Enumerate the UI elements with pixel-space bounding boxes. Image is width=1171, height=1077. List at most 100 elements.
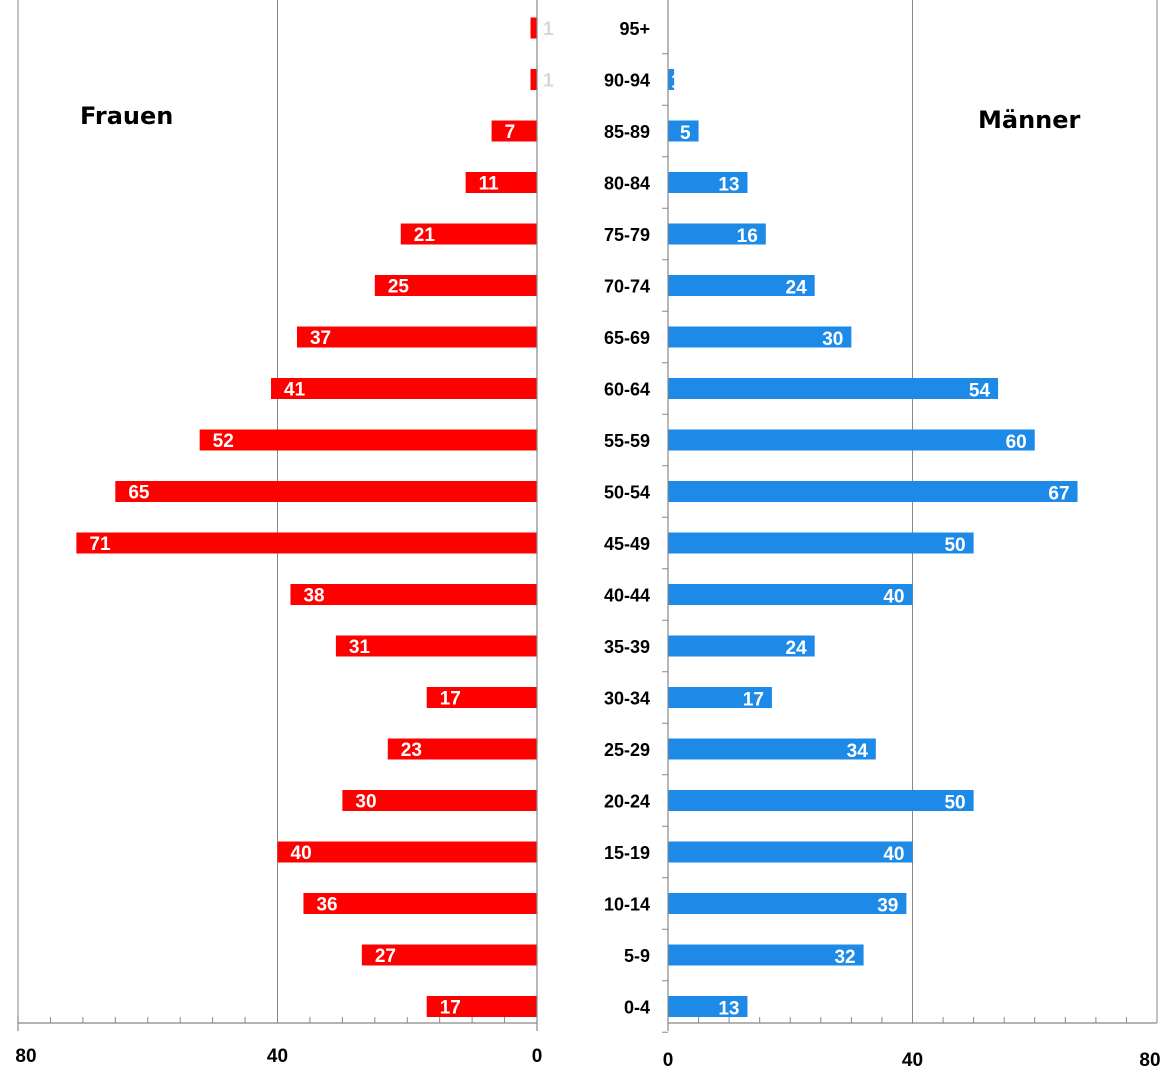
value-label-frauen-65-69: 37 bbox=[310, 328, 331, 349]
bar-maenner-40-44 bbox=[668, 584, 913, 605]
value-label-maenner-10-14: 39 bbox=[877, 896, 898, 917]
category-label-60-64: 60-64 bbox=[604, 380, 650, 400]
value-label-maenner-65-69: 30 bbox=[822, 329, 843, 350]
value-label-frauen-55-59: 52 bbox=[213, 431, 234, 452]
x-tick-label-right-40: 40 bbox=[902, 1050, 923, 1071]
bar-frauen-80-84 bbox=[465, 172, 537, 193]
bar-frauen-50-54 bbox=[115, 481, 537, 502]
category-labels: 0-4 5-9 10-14 15-19 20-24 25-29 30-34 35-39 40-4… bbox=[604, 19, 650, 1018]
category-label-20-24: 20-24 bbox=[604, 792, 650, 812]
value-label-frauen-20-24: 30 bbox=[355, 792, 376, 813]
bar-maenner-30-34 bbox=[668, 687, 772, 708]
value-label-maenner-60-64: 54 bbox=[969, 381, 991, 402]
x-tick-label-left-40: 40 bbox=[267, 1046, 288, 1067]
axes: 0 0 40 40 80 80 bbox=[15, 0, 1161, 1071]
value-label-maenner-0-4: 13 bbox=[718, 999, 739, 1020]
value-label-maenner-5-9: 32 bbox=[834, 947, 855, 968]
value-label-maenner-90-94: 1 bbox=[671, 72, 682, 93]
bar-frauen-65-69 bbox=[296, 326, 537, 348]
value-label-frauen-5-9: 27 bbox=[375, 946, 396, 967]
bar-frauen-45-49 bbox=[76, 532, 537, 554]
category-label-45-49: 45-49 bbox=[604, 534, 650, 554]
value-label-maenner-20-24: 50 bbox=[944, 793, 965, 814]
value-label-maenner-70-74: 24 bbox=[786, 278, 808, 299]
bar-frauen-15-19 bbox=[277, 841, 537, 863]
bar-maenner-20-24 bbox=[668, 790, 974, 811]
value-label-maenner-40-44: 40 bbox=[883, 587, 904, 608]
bar-frauen-0-4 bbox=[426, 996, 537, 1017]
value-label-maenner-25-29: 34 bbox=[847, 741, 869, 762]
value-label-maenner-35-39: 24 bbox=[786, 638, 808, 659]
value-label-frauen-45-49: 71 bbox=[89, 534, 111, 555]
category-label-25-29: 25-29 bbox=[604, 740, 650, 760]
bar-frauen-20-24 bbox=[342, 790, 537, 811]
value-label-frauen-75-79: 21 bbox=[414, 225, 436, 246]
value-label-frauen-30-34: 17 bbox=[440, 689, 461, 710]
category-label-35-39: 35-39 bbox=[604, 637, 650, 657]
value-label-maenner-45-49: 50 bbox=[944, 535, 965, 556]
category-label-15-19: 15-19 bbox=[604, 843, 650, 863]
bar-maenner-10-14 bbox=[668, 893, 907, 914]
bar-maenner-45-49 bbox=[668, 532, 974, 554]
bar-maenner-85-89 bbox=[668, 120, 699, 142]
category-label-80-84: 80-84 bbox=[604, 174, 650, 194]
bar-frauen-40-44 bbox=[290, 584, 537, 605]
value-label-maenner-85-89: 5 bbox=[680, 123, 691, 144]
series-label-maenner: Männer bbox=[978, 106, 1081, 134]
bar-maenner-0-4 bbox=[668, 996, 748, 1017]
bar-frauen-60-64 bbox=[271, 378, 537, 399]
category-label-0-4: 0-4 bbox=[624, 998, 650, 1018]
value-label-frauen-15-19: 40 bbox=[291, 843, 312, 864]
category-label-50-54: 50-54 bbox=[604, 483, 650, 503]
bar-frauen-5-9 bbox=[361, 944, 537, 966]
bar-maenner-15-19 bbox=[668, 841, 913, 863]
category-label-55-59: 55-59 bbox=[604, 431, 650, 451]
bar-maenner-60-64 bbox=[668, 378, 999, 399]
bar-frauen-75-79 bbox=[400, 223, 537, 245]
x-tick-label-right-0: 0 bbox=[663, 1050, 674, 1071]
value-label-maenner-50-54: 67 bbox=[1048, 484, 1069, 505]
category-label-95+: 95+ bbox=[619, 19, 650, 39]
value-label-frauen-90-94: 1 bbox=[543, 71, 554, 92]
category-label-70-74: 70-74 bbox=[604, 277, 650, 297]
bar-maenner-55-59 bbox=[668, 429, 1035, 451]
bar-maenner-50-54 bbox=[668, 481, 1078, 502]
value-label-frauen-95+: 1 bbox=[543, 19, 554, 40]
category-label-30-34: 30-34 bbox=[604, 689, 650, 709]
category-label-85-89: 85-89 bbox=[604, 122, 650, 142]
value-label-frauen-35-39: 31 bbox=[349, 637, 371, 658]
x-tick-label-left-0: 0 bbox=[532, 1046, 543, 1067]
bar-maenner-5-9 bbox=[668, 944, 864, 966]
value-label-frauen-50-54: 65 bbox=[128, 483, 150, 504]
gridlines bbox=[17, 0, 1158, 1023]
value-label-frauen-60-64: 41 bbox=[284, 380, 306, 401]
value-label-frauen-25-29: 23 bbox=[401, 740, 422, 761]
x-tick-label-left-80: 80 bbox=[15, 1046, 36, 1067]
bar-frauen-35-39 bbox=[335, 635, 537, 657]
category-label-40-44: 40-44 bbox=[604, 586, 650, 606]
value-label-frauen-40-44: 38 bbox=[303, 586, 324, 607]
value-label-frauen-85-89: 7 bbox=[505, 122, 516, 143]
value-label-frauen-70-74: 25 bbox=[388, 277, 410, 298]
bar-maenner-90-94 bbox=[668, 69, 675, 90]
bar-frauen-55-59 bbox=[199, 429, 537, 451]
category-label-10-14: 10-14 bbox=[604, 895, 650, 915]
value-label-frauen-0-4: 17 bbox=[440, 998, 461, 1019]
value-label-frauen-80-84: 11 bbox=[479, 174, 500, 195]
category-label-65-69: 65-69 bbox=[604, 328, 650, 348]
bar-frauen-30-34 bbox=[426, 687, 537, 708]
bar-frauen-25-29 bbox=[387, 738, 537, 760]
value-label-maenner-30-34: 17 bbox=[743, 690, 764, 711]
bar-maenner-25-29 bbox=[668, 738, 876, 760]
value-label-maenner-80-84: 13 bbox=[718, 175, 739, 196]
bar-maenner-35-39 bbox=[668, 635, 815, 657]
value-label-maenner-75-79: 16 bbox=[737, 226, 758, 247]
series-label-frauen: Frauen bbox=[80, 102, 173, 130]
x-tick-label-right-80: 80 bbox=[1139, 1050, 1160, 1071]
bar-maenner-80-84 bbox=[668, 172, 748, 193]
bars bbox=[76, 17, 1078, 1017]
bar-frauen-70-74 bbox=[374, 275, 537, 296]
bar-maenner-75-79 bbox=[668, 223, 766, 245]
